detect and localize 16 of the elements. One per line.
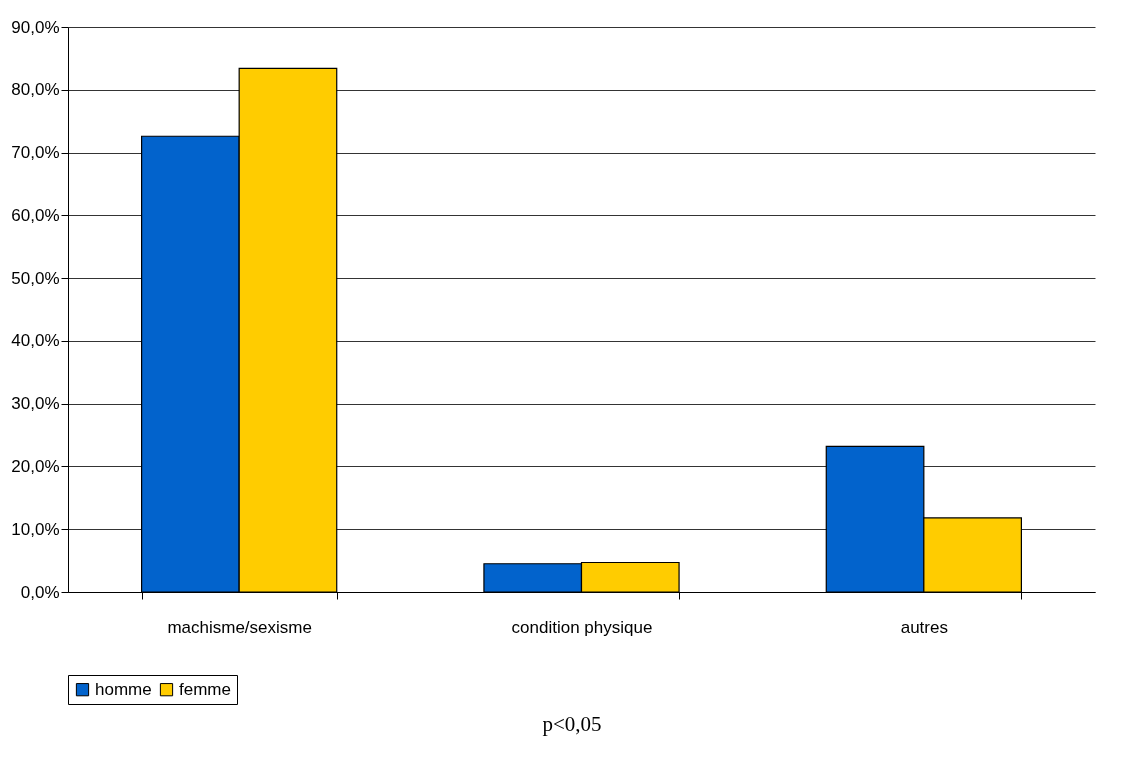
y-tick-label: 40,0% (11, 331, 60, 351)
y-tick-label: 50,0% (11, 268, 60, 288)
y-tick-label: 20,0% (11, 456, 60, 476)
y-tick-label: 10,0% (11, 519, 60, 539)
text: p<0,05 (541, 712, 603, 737)
x-tick-label: condition physique (511, 617, 653, 637)
x-tick-label: autres (900, 617, 948, 637)
y-tick-label: 80,0% (11, 80, 60, 100)
y-tick-label: 30,0% (11, 394, 60, 414)
y-tick-label: 60,0% (11, 205, 60, 225)
y-tick-label: 70,0% (11, 143, 60, 163)
legend-label: femme (179, 679, 231, 699)
x-tick-label: machisme/sexisme (167, 617, 312, 637)
legend-label: homme (95, 679, 152, 699)
y-tick-label: 90,0% (11, 17, 60, 37)
y-tick-label: 0,0% (20, 582, 60, 602)
